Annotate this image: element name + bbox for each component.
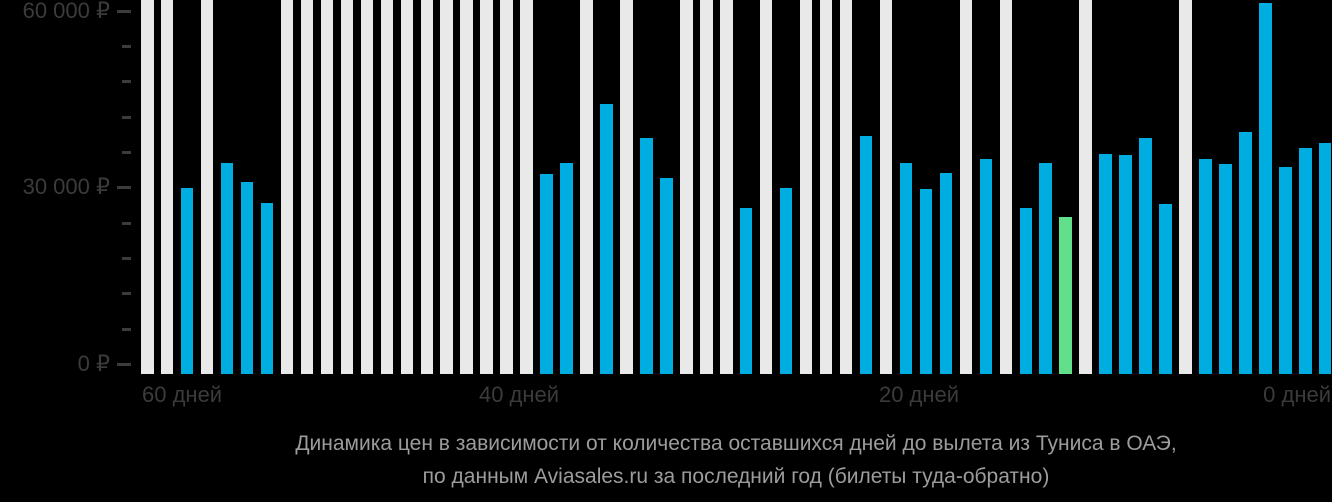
price-bar[interactable] — [979, 158, 993, 374]
no-data-bar — [879, 0, 893, 374]
no-data-bar — [480, 0, 493, 374]
no-data-bar — [400, 0, 414, 374]
y-axis-minor-tick — [122, 44, 131, 48]
no-data-bar — [420, 0, 434, 374]
price-bar[interactable] — [779, 187, 793, 374]
price-bar[interactable] — [1039, 163, 1052, 374]
price-bar[interactable] — [1139, 138, 1152, 374]
no-data-bar — [720, 0, 733, 374]
x-axis-label: 0 дней — [1263, 382, 1331, 407]
price-bar[interactable] — [1299, 148, 1312, 374]
y-axis-major-tick — [117, 9, 131, 13]
y-axis-minor-tick — [122, 115, 131, 119]
y-axis-minor-tick — [122, 221, 131, 225]
no-data-bar — [580, 0, 593, 374]
no-data-bar — [360, 0, 374, 374]
y-axis-minor-tick — [122, 292, 131, 296]
price-bar[interactable] — [1279, 167, 1292, 374]
price-bar[interactable] — [540, 173, 553, 374]
price-bar[interactable] — [1099, 153, 1112, 374]
no-data-bar — [500, 0, 513, 374]
no-data-bar — [700, 0, 713, 374]
no-data-bar — [160, 0, 174, 374]
y-axis-minor-tick — [122, 256, 131, 260]
price-bar[interactable] — [1159, 204, 1172, 374]
price-bar[interactable] — [1219, 164, 1232, 374]
min-price-bar[interactable] — [1059, 216, 1072, 374]
no-data-bar — [819, 0, 833, 374]
no-data-bar — [300, 0, 314, 374]
x-axis-label: 20 дней — [878, 382, 960, 407]
price-bar[interactable] — [919, 189, 933, 374]
price-bar[interactable] — [260, 202, 274, 374]
y-axis-major-tick — [117, 363, 131, 366]
no-data-bar — [680, 0, 693, 374]
no-data-bar — [460, 0, 473, 374]
price-bar[interactable] — [1199, 158, 1212, 374]
no-data-bar — [999, 0, 1013, 374]
y-axis-minor-tick — [122, 80, 131, 84]
y-axis-label: 30 000 ₽ — [22, 174, 110, 200]
no-data-bar — [340, 0, 354, 374]
no-data-bar — [440, 0, 453, 374]
y-axis-minor-tick — [122, 150, 131, 154]
no-data-bar — [280, 0, 294, 374]
price-bar[interactable] — [1259, 3, 1272, 374]
no-data-bar — [959, 0, 973, 374]
no-data-bar — [520, 0, 533, 374]
y-axis-label: 0 ₽ — [77, 351, 110, 376]
plot-area — [140, 0, 1332, 374]
no-data-bar — [141, 0, 154, 374]
price-bar[interactable] — [859, 136, 873, 374]
no-data-bar — [380, 0, 394, 374]
price-bar[interactable] — [1119, 154, 1132, 374]
no-data-bar — [1179, 0, 1192, 374]
price-bar[interactable] — [1239, 132, 1252, 374]
price-bar[interactable] — [939, 172, 953, 374]
y-axis-label: 60 000 ₽ — [22, 0, 110, 23]
chart-title: Динамика цен в зависимости от количества… — [295, 432, 1177, 455]
no-data-bar — [799, 0, 813, 374]
no-data-bar — [200, 0, 214, 374]
price-bar[interactable] — [180, 188, 194, 374]
price-bar[interactable] — [1318, 143, 1332, 374]
price-bar[interactable] — [240, 181, 254, 374]
price-bar[interactable] — [600, 104, 613, 374]
price-bar[interactable] — [739, 208, 753, 374]
price-bar[interactable] — [640, 138, 653, 374]
price-bar[interactable] — [220, 163, 234, 374]
y-axis-minor-tick — [122, 327, 131, 331]
no-data-bar — [839, 0, 853, 374]
y-axis-major-tick — [117, 186, 131, 190]
price-bar[interactable] — [899, 162, 913, 374]
price-bar[interactable] — [560, 163, 573, 374]
no-data-bar — [759, 0, 773, 374]
chart-subtitle: по данным Aviasales.ru за последний год … — [422, 465, 1050, 488]
x-axis-label: 40 дней — [478, 382, 560, 407]
price-bar[interactable] — [660, 178, 673, 374]
no-data-bar — [620, 0, 633, 374]
x-axis-label: 60 дней — [142, 382, 223, 407]
price-bar[interactable] — [1019, 208, 1032, 374]
no-data-bar — [1079, 0, 1092, 374]
no-data-bar — [320, 0, 334, 374]
